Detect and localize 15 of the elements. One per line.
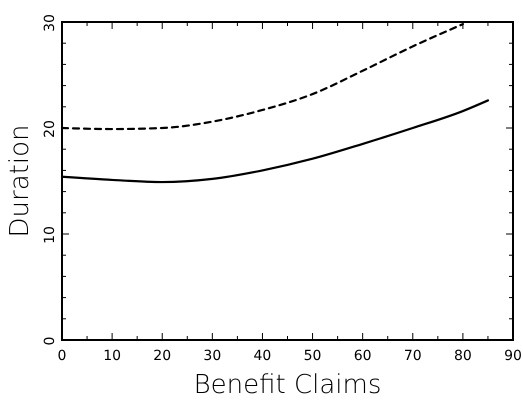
x-tick-label: 90	[504, 348, 522, 364]
y-tick-label: 30	[42, 14, 58, 32]
y-tick-label: 0	[42, 336, 58, 346]
x-axis-title: Benefit Claims	[194, 370, 382, 400]
x-tick-label: 80	[454, 348, 472, 364]
x-tick-label: 10	[103, 348, 122, 364]
y-tick-label: 10	[42, 226, 58, 244]
x-tick-label: 60	[354, 348, 372, 364]
y-axis-title: Duration	[5, 124, 35, 238]
x-tick-label: 20	[153, 348, 172, 364]
x-tick-label: 40	[254, 348, 272, 364]
x-tick-label: 70	[404, 348, 422, 364]
x-tick-label: 30	[203, 348, 222, 364]
x-tick-label: 50	[304, 348, 322, 364]
y-tick-label: 20	[42, 120, 58, 138]
